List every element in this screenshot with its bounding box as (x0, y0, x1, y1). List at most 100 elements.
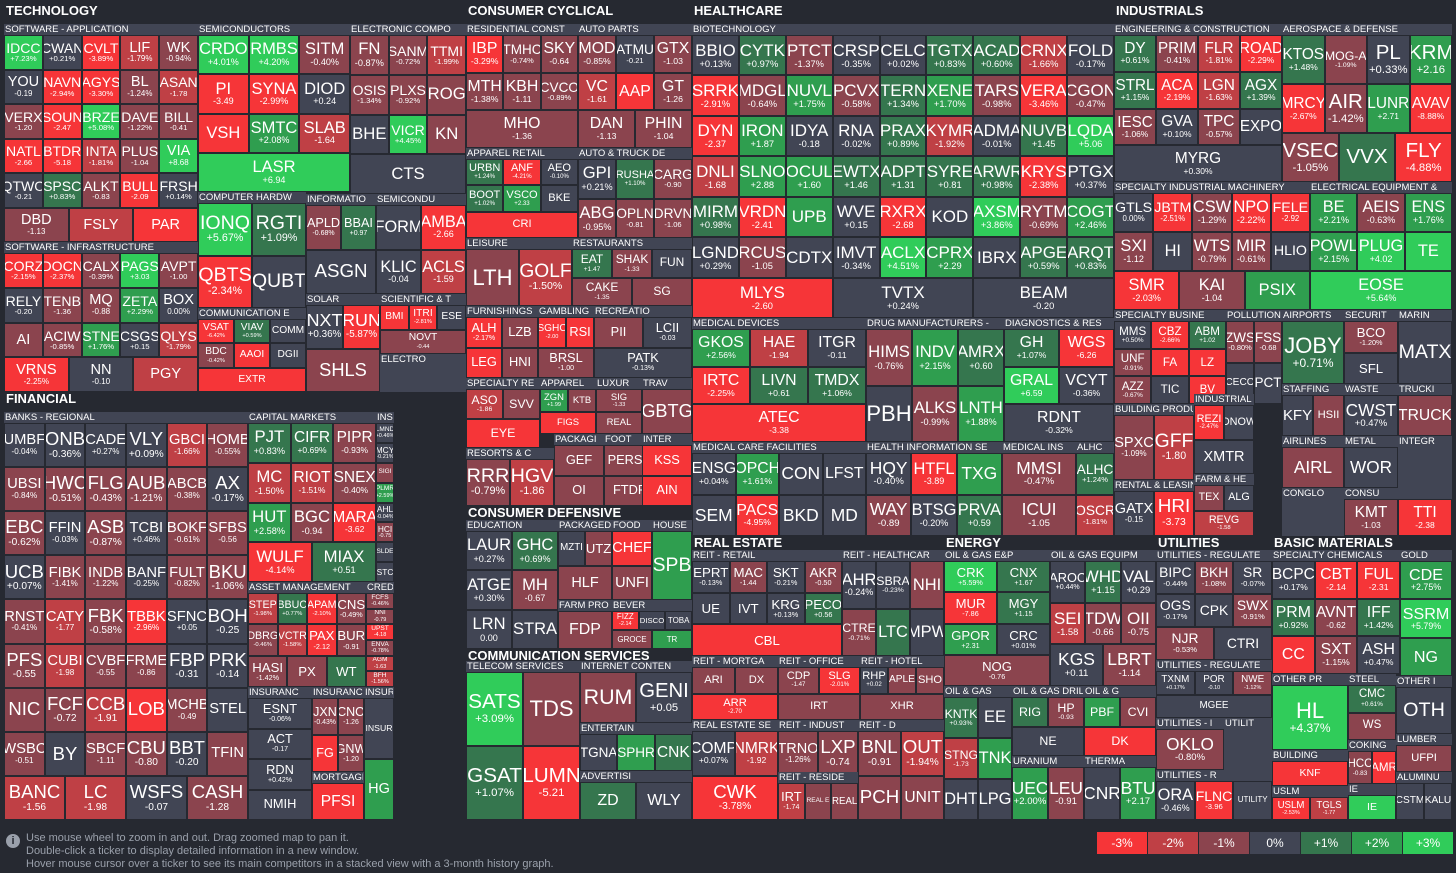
ticker-tile[interactable]: SLDE (376, 542, 394, 563)
ticker-tile[interactable]: MIR -0.61% (1231, 232, 1271, 271)
ticker-tile[interactable]: DOCN -2.37% (42, 253, 82, 288)
ticker-tile[interactable]: TMDX +1.06% (808, 366, 866, 405)
ticker-tile[interactable]: JOBY +0.71% (1282, 321, 1344, 384)
industry-title[interactable]: SCIENTIFIC & T (381, 294, 452, 305)
ticker-tile[interactable]: INDB -1.22% (85, 555, 126, 600)
ticker-tile[interactable]: GROCE (612, 630, 652, 649)
ticker-tile[interactable]: BANC -1.56 (4, 775, 65, 820)
ticker-tile[interactable]: KSS (642, 445, 692, 476)
ticker-tile[interactable]: ROAD -2.29% (1240, 35, 1282, 72)
ticker-tile[interactable]: CDP -1.47 (778, 667, 819, 694)
ticker-tile[interactable]: UEC +2.00% (1012, 767, 1048, 820)
ticker-tile[interactable]: RXRX -2.68 (879, 196, 927, 238)
ticker-tile[interactable]: OUT -1.94% (901, 731, 944, 776)
industry-title[interactable]: CONSU (1345, 488, 1380, 499)
ticker-tile[interactable]: AMBA -2.66 (421, 205, 466, 250)
ticker-tile[interactable]: ASO -1.86 (466, 389, 503, 419)
ticker-tile[interactable]: ANF -4.21% (503, 159, 541, 186)
ticker-tile[interactable]: NUVL +1.75% (785, 75, 833, 116)
ticker-tile[interactable]: PECO +0.56 (804, 592, 842, 625)
ticker-tile[interactable]: IRTC -2.25% (692, 366, 750, 405)
ticker-tile[interactable]: CNO -1.26 (338, 698, 364, 735)
ticker-tile[interactable]: OPLN -0.81 (616, 198, 654, 238)
ticker-tile[interactable]: SFNC +0.05 (166, 599, 208, 644)
ticker-tile[interactable]: TDS (523, 672, 580, 746)
ticker-tile[interactable]: AZZ -0.67% (1114, 376, 1152, 404)
ticker-tile[interactable]: APLE (888, 667, 916, 694)
ticker-tile[interactable]: AKR -0.50 (804, 561, 842, 593)
ticker-tile[interactable]: COMM (270, 319, 306, 344)
ticker-tile[interactable]: UPB (785, 196, 833, 238)
ticker-tile[interactable]: CDE +2.75% (1400, 561, 1452, 600)
ticker-tile[interactable]: LGND +0.29% (692, 237, 739, 278)
ticker-tile[interactable]: UBSI -0.84% (4, 467, 45, 512)
ticker-tile[interactable]: CIFR +0.69% (290, 423, 334, 463)
ticker-tile[interactable]: NAVN -2.94% (42, 69, 82, 104)
ticker-tile[interactable]: PLUS -1.04 (120, 138, 160, 173)
ticker-tile[interactable]: MHO -1.36 (466, 110, 578, 148)
ticker-tile[interactable]: AVPT -1.00 (159, 253, 198, 288)
ticker-tile[interactable]: IESC -1.06% (1114, 108, 1156, 146)
industry-title[interactable]: PACKAGED (559, 520, 611, 531)
ticker-tile[interactable]: NUVB +1.45 (1020, 115, 1068, 157)
ticker-tile[interactable]: HUT +2.58% (248, 502, 291, 543)
ticker-tile[interactable]: BDC -0.42% (198, 343, 234, 368)
ticker-tile[interactable]: DNLI -1.68 (692, 156, 739, 197)
ticker-tile[interactable]: FN -0.87% (350, 35, 389, 75)
ticker-tile[interactable]: SHAK -1.33 (612, 249, 652, 278)
ticker-tile[interactable]: FOLD -0.17% (1067, 35, 1114, 76)
ticker-tile[interactable]: DAVE -1.22% (120, 104, 160, 139)
ticker-tile[interactable]: SITM -0.40% (299, 35, 350, 75)
ticker-tile[interactable]: ZD (580, 782, 636, 820)
industry-title[interactable]: POLLUTION (1227, 310, 1281, 321)
ticker-tile[interactable]: VSCO +2.33 (503, 185, 541, 212)
ticker-tile[interactable]: GVA +0.10% (1156, 108, 1198, 146)
ticker-tile[interactable]: IRON +1.87 (738, 115, 786, 157)
ticker-tile[interactable]: POR -0.10 (1194, 671, 1234, 695)
industry-title[interactable]: GOLD (1401, 550, 1428, 561)
ticker-tile[interactable]: CATY -1.77 (44, 599, 86, 644)
sector-title[interactable]: COMMUNICATION SERVICES (468, 649, 650, 663)
ticker-tile[interactable]: WSFS -0.07 (126, 775, 187, 820)
ticker-tile[interactable]: CMC +0.61% (1348, 685, 1396, 713)
ticker-tile[interactable]: MAC -1.44 (729, 561, 767, 593)
ticker-tile[interactable]: FULT -0.82% (166, 555, 208, 600)
ticker-tile[interactable]: CALX -0.39% (81, 253, 121, 288)
ticker-tile[interactable]: RNST -0.41% (4, 599, 45, 644)
ticker-tile[interactable]: LIF -1.79% (120, 35, 160, 70)
ticker-tile[interactable]: REVG -1.58 (1194, 510, 1254, 536)
ticker-tile[interactable]: BIPC -0.44% (1156, 561, 1195, 594)
ticker-tile[interactable]: SGHC -2.00 (538, 317, 566, 348)
ticker-tile[interactable]: CARG -0.90 (654, 159, 692, 199)
ticker-tile[interactable]: RGTI +1.09% (252, 203, 306, 256)
industry-title[interactable]: CREDIT SERVICES (367, 582, 393, 593)
ticker-tile[interactable]: BTSG -0.20% (911, 494, 957, 536)
ticker-tile[interactable]: UTILITY (1233, 781, 1272, 820)
ticker-tile[interactable]: CTRI (1214, 627, 1272, 660)
ticker-tile[interactable]: PRVA +0.59 (956, 494, 1002, 536)
ticker-tile[interactable]: SVV (503, 389, 540, 419)
ticker-tile[interactable]: MMSI -0.47% (1002, 453, 1076, 495)
ticker-tile[interactable]: FIBK -1.41% (44, 555, 86, 600)
industry-title[interactable]: OIL & GAS E&P (945, 550, 1014, 561)
ticker-tile[interactable]: CTS (350, 154, 466, 194)
ticker-tile[interactable]: SPB (652, 531, 692, 600)
ticker-tile[interactable]: AHL -0.04% (376, 502, 394, 523)
ticker-tile[interactable]: VIAV +0.59% (234, 319, 270, 344)
ticker-tile[interactable]: IDCC +7.23% (4, 35, 43, 70)
ticker-tile[interactable]: BRZE +5.08% (81, 104, 121, 139)
ticker-tile[interactable]: TFIN (207, 731, 248, 776)
ticker-tile[interactable]: GPI +0.21% (578, 159, 616, 199)
ticker-tile[interactable]: OGS -0.17% (1156, 594, 1195, 627)
ticker-tile[interactable]: INSUR (364, 698, 394, 759)
ticker-tile[interactable]: KBH -1.11 (503, 72, 541, 111)
ticker-tile[interactable]: HG (364, 759, 394, 820)
ticker-tile[interactable]: RNA -0.02% (832, 115, 880, 157)
industry-title[interactable]: USLM (1273, 786, 1300, 797)
ticker-tile[interactable]: CVI (1120, 697, 1156, 727)
ticker-tile[interactable]: SPHR (617, 734, 655, 771)
ticker-tile[interactable]: AAOI (234, 343, 270, 368)
ticker-tile[interactable]: BFH -1.56% (366, 671, 394, 687)
ticker-tile[interactable]: VC -1.61 (578, 72, 616, 111)
ticker-tile[interactable]: UE (692, 592, 730, 625)
